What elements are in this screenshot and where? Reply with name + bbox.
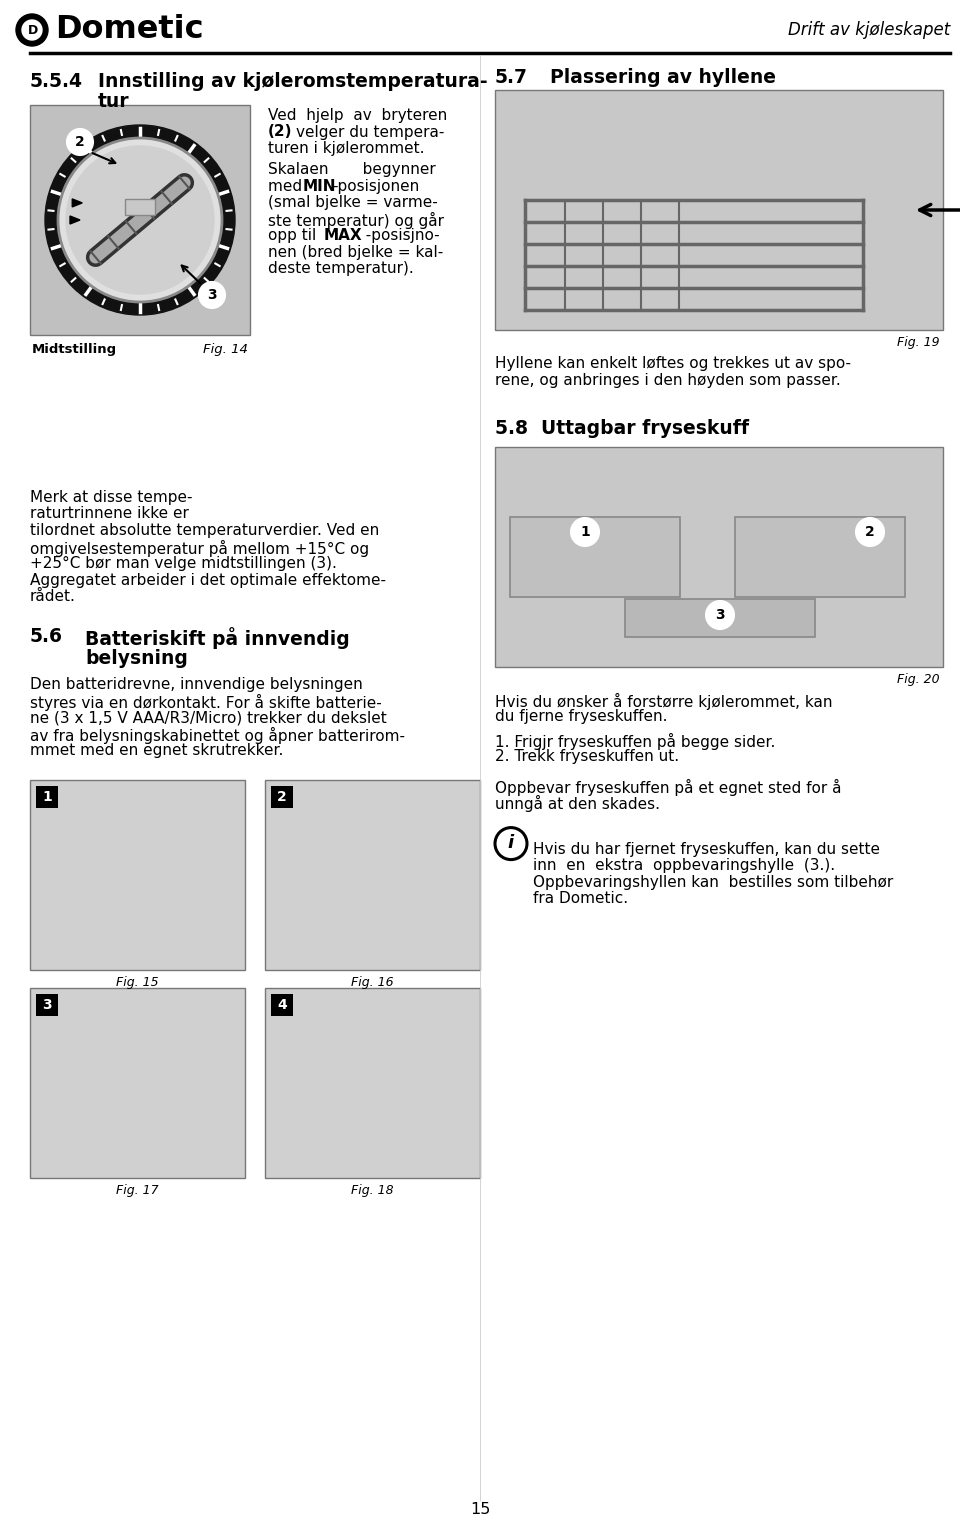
- Text: 3: 3: [207, 288, 217, 301]
- Text: +25°C bør man velge midtstillingen (3).: +25°C bør man velge midtstillingen (3).: [30, 557, 337, 571]
- Bar: [30, 987, 245, 1178]
- Bar: [36, 994, 58, 1017]
- Text: 2: 2: [277, 791, 287, 804]
- Text: opp til: opp til: [268, 229, 326, 243]
- Text: du fjerne fryseskuffen.: du fjerne fryseskuffen.: [495, 709, 667, 724]
- Text: MAX: MAX: [324, 229, 363, 243]
- Polygon shape: [72, 198, 83, 208]
- Circle shape: [571, 518, 599, 546]
- Circle shape: [856, 518, 884, 546]
- Bar: [735, 517, 905, 597]
- Bar: [625, 598, 815, 637]
- Text: Fig. 18: Fig. 18: [351, 1184, 394, 1197]
- Text: inn  en  ekstra  oppbevaringshylle  (3.).: inn en ekstra oppbevaringshylle (3.).: [533, 858, 835, 874]
- Circle shape: [66, 146, 214, 294]
- Text: Aggregatet arbeider i det optimale effektome-: Aggregatet arbeider i det optimale effek…: [30, 572, 386, 588]
- Text: tilordnet absolutte temperaturverdier. Ved en: tilordnet absolutte temperaturverdier. V…: [30, 523, 379, 538]
- Text: -posisjonen: -posisjonen: [332, 178, 420, 194]
- Text: MIN: MIN: [303, 178, 337, 194]
- Text: 1. Frigjr fryseskuffen på begge sider.: 1. Frigjr fryseskuffen på begge sider.: [495, 732, 776, 749]
- Text: Batteriskift på innvendig: Batteriskift på innvendig: [85, 628, 349, 649]
- Text: fra Dometic.: fra Dometic.: [533, 891, 628, 906]
- Circle shape: [706, 601, 734, 629]
- Text: 4: 4: [277, 998, 287, 1012]
- Bar: [36, 786, 58, 807]
- Bar: [265, 987, 480, 1178]
- Text: Dometic: Dometic: [55, 14, 204, 46]
- Text: Hvis du ønsker å forstørre kjølerommet, kan: Hvis du ønsker å forstørre kjølerommet, …: [495, 694, 832, 711]
- Text: 1: 1: [42, 791, 52, 804]
- Text: rene, og anbringes i den høyden som passer.: rene, og anbringes i den høyden som pass…: [495, 372, 841, 388]
- Text: raturtrinnene ikke er: raturtrinnene ikke er: [30, 506, 189, 521]
- Text: 3: 3: [42, 998, 52, 1012]
- Text: nen (bred bjelke = kal-: nen (bred bjelke = kal-: [268, 245, 444, 260]
- Text: Skalaen       begynner: Skalaen begynner: [268, 163, 436, 177]
- Text: Fig. 20: Fig. 20: [898, 674, 940, 686]
- Bar: [30, 780, 245, 970]
- Text: 2: 2: [75, 135, 84, 149]
- Text: med: med: [268, 178, 312, 194]
- Bar: [495, 91, 943, 331]
- Text: D: D: [28, 23, 38, 37]
- Text: 5.8  Uttagbar fryseskuff: 5.8 Uttagbar fryseskuff: [495, 418, 749, 438]
- Text: rådet.: rådet.: [30, 589, 76, 604]
- Text: Fig. 14: Fig. 14: [204, 343, 248, 355]
- Text: (smal bjelke = varme-: (smal bjelke = varme-: [268, 195, 438, 211]
- Text: -posisjno-: -posisjno-: [356, 229, 440, 243]
- Text: Oppbevaringshyllen kan  bestilles som tilbehør: Oppbevaringshyllen kan bestilles som til…: [533, 875, 893, 889]
- Text: Oppbevar fryseskuffen på et egnet sted for å: Oppbevar fryseskuffen på et egnet sted f…: [495, 778, 842, 795]
- Circle shape: [199, 281, 225, 308]
- Text: Plassering av hyllene: Plassering av hyllene: [550, 68, 776, 88]
- Text: omgivelsestemperatur på mellom +15°C og: omgivelsestemperatur på mellom +15°C og: [30, 540, 370, 557]
- Text: Fig. 16: Fig. 16: [351, 977, 394, 989]
- Text: Drift av kjøleskapet: Drift av kjøleskapet: [788, 22, 950, 38]
- Text: av fra belysningskabinettet og åpner batterirom-: av fra belysningskabinettet og åpner bat…: [30, 727, 405, 744]
- Text: 5.5.4: 5.5.4: [30, 72, 83, 91]
- Text: velger du tempera-: velger du tempera-: [296, 125, 444, 140]
- Bar: [265, 780, 480, 970]
- Circle shape: [16, 14, 48, 46]
- Text: Innstilling av kjøleromstemperatura-: Innstilling av kjøleromstemperatura-: [98, 72, 488, 91]
- Text: tur: tur: [98, 92, 130, 111]
- Text: Hvis du har fjernet fryseskuffen, kan du sette: Hvis du har fjernet fryseskuffen, kan du…: [533, 841, 880, 857]
- Text: Fig. 17: Fig. 17: [116, 1184, 158, 1197]
- Text: Midtstilling: Midtstilling: [32, 343, 117, 355]
- Bar: [495, 448, 943, 667]
- Text: 1: 1: [580, 524, 589, 538]
- Text: 5.7: 5.7: [495, 68, 528, 88]
- Text: 15: 15: [469, 1503, 491, 1518]
- Text: 3: 3: [715, 608, 725, 621]
- Circle shape: [67, 129, 93, 155]
- Text: turen i kjølerommet.: turen i kjølerommet.: [268, 141, 424, 155]
- Text: Merk at disse tempe-: Merk at disse tempe-: [30, 491, 193, 504]
- Text: belysning: belysning: [85, 649, 188, 667]
- Text: Hyllene kan enkelt løftes og trekkes ut av spo-: Hyllene kan enkelt løftes og trekkes ut …: [495, 355, 851, 371]
- Circle shape: [22, 20, 42, 40]
- Bar: [271, 994, 293, 1017]
- Text: styres via en dørkontakt. For å skifte batterie-: styres via en dørkontakt. For å skifte b…: [30, 694, 382, 711]
- Text: Ved  hjelp  av  bryteren: Ved hjelp av bryteren: [268, 108, 447, 123]
- Text: 5.6: 5.6: [30, 628, 63, 646]
- Bar: [510, 517, 680, 597]
- Text: i: i: [508, 834, 514, 852]
- Text: Fig. 15: Fig. 15: [116, 977, 158, 989]
- Text: ne (3 x 1,5 V AAA/R3/Micro) trekker du dekslet: ne (3 x 1,5 V AAA/R3/Micro) trekker du d…: [30, 711, 387, 726]
- Text: unngå at den skades.: unngå at den skades.: [495, 795, 660, 812]
- Bar: [271, 786, 293, 807]
- Text: 2. Trekk fryseskuffen ut.: 2. Trekk fryseskuffen ut.: [495, 749, 679, 764]
- Polygon shape: [70, 215, 80, 225]
- Text: Den batteridrevne, innvendige belysningen: Den batteridrevne, innvendige belysninge…: [30, 678, 363, 692]
- Text: deste temperatur).: deste temperatur).: [268, 261, 414, 277]
- Text: ste temperatur) og går: ste temperatur) og går: [268, 212, 444, 229]
- Text: mmet med en egnet skrutrekker.: mmet med en egnet skrutrekker.: [30, 743, 283, 758]
- Circle shape: [58, 138, 222, 301]
- Text: (2): (2): [268, 125, 293, 140]
- Circle shape: [45, 125, 235, 315]
- Text: 2: 2: [865, 524, 875, 538]
- Bar: [30, 105, 250, 335]
- Bar: [125, 198, 155, 215]
- Text: Fig. 19: Fig. 19: [898, 335, 940, 349]
